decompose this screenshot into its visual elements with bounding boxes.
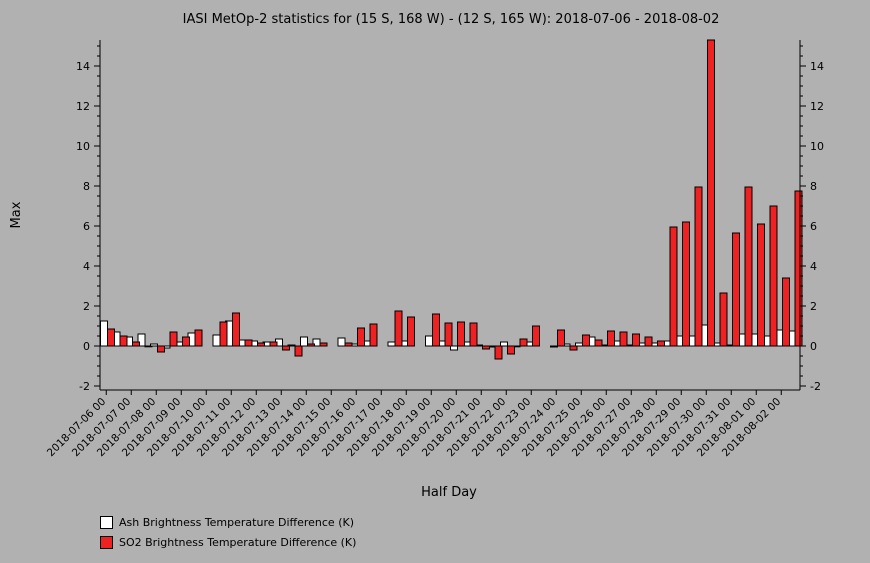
so2-bar	[669, 226, 678, 347]
legend-swatch-so2	[100, 535, 113, 549]
y-tick-label-right: 12	[810, 100, 824, 113]
so2-bar	[119, 335, 128, 347]
so2-bar	[457, 321, 465, 347]
so2-bar	[219, 321, 228, 347]
so2-bar	[757, 223, 765, 347]
ash-bar	[550, 345, 558, 348]
y-tick-label-left: 14	[76, 60, 90, 73]
so2-bar	[619, 331, 628, 347]
so2-bar	[794, 190, 803, 347]
so2-bar	[507, 345, 515, 355]
y-tick-label-right: 14	[810, 60, 824, 73]
legend-item-ash: Ash Brightness Temperature Difference (K…	[100, 512, 356, 532]
y-tick-label-left: 10	[76, 140, 90, 153]
so2-bar	[644, 336, 653, 347]
legend-label-ash: Ash Brightness Temperature Difference (K…	[119, 515, 354, 529]
so2-bar	[369, 323, 378, 347]
legend-item-so2: SO2 Brightness Temperature Difference (K…	[100, 532, 356, 552]
so2-bar	[144, 345, 153, 348]
so2-bar	[607, 330, 615, 347]
chart-title: IASI MetOp-2 statistics for (15 S, 168 W…	[183, 12, 720, 27]
so2-bar	[269, 341, 278, 347]
so2-bar	[182, 336, 190, 347]
so2-bar	[719, 292, 728, 347]
y-tick-label-left: 6	[83, 220, 90, 233]
so2-bar	[694, 186, 703, 347]
so2-bar	[294, 345, 303, 357]
y-tick-label-left: 0	[83, 340, 90, 353]
so2-bar	[657, 340, 665, 347]
so2-bar	[257, 342, 265, 347]
so2-bar	[594, 339, 603, 347]
so2-bar	[482, 345, 490, 350]
so2-bar	[319, 342, 328, 347]
so2-bar	[169, 331, 178, 347]
so2-bar	[494, 345, 503, 360]
so2-bar	[519, 338, 528, 347]
y-tick-label-right: 10	[810, 140, 824, 153]
so2-bar	[782, 277, 790, 347]
y-tick-label-left: -2	[79, 380, 90, 393]
so2-bar	[157, 345, 165, 353]
y-tick-label-left: 2	[83, 300, 90, 313]
ash-bar	[425, 335, 433, 347]
so2-bar	[394, 310, 403, 347]
so2-bar	[732, 232, 740, 347]
so2-bar	[107, 328, 115, 347]
ash-bar	[450, 345, 458, 351]
y-axis-label: Max	[9, 201, 24, 228]
so2-bar	[569, 345, 578, 351]
so2-bar	[444, 322, 453, 347]
ash-bar	[387, 341, 396, 347]
legend-swatch-ash	[100, 515, 113, 529]
y-tick-label-right: -2	[810, 380, 821, 393]
so2-bar	[344, 342, 353, 347]
so2-bar	[557, 329, 565, 347]
so2-bar	[232, 312, 240, 347]
y-tick-label-right: 8	[810, 180, 817, 193]
so2-bar	[132, 341, 140, 347]
so2-bar	[682, 221, 690, 347]
ash-bar	[500, 341, 508, 347]
so2-bar	[307, 343, 315, 347]
so2-bar	[357, 327, 365, 347]
so2-bar	[769, 205, 778, 347]
y-tick-label-left: 4	[83, 260, 90, 273]
ash-bar	[100, 320, 108, 347]
x-axis-label: Half Day	[421, 485, 477, 500]
ash-bar	[137, 333, 146, 347]
so2-bar	[532, 325, 540, 347]
y-tick-label-right: 6	[810, 220, 817, 233]
so2-bar	[244, 339, 253, 347]
y-tick-label-left: 12	[76, 100, 90, 113]
legend: Ash Brightness Temperature Difference (K…	[100, 512, 356, 552]
so2-bar	[632, 333, 640, 347]
so2-bar	[707, 39, 715, 347]
so2-bar	[469, 322, 478, 347]
so2-bar	[282, 345, 290, 351]
so2-bar	[582, 334, 590, 347]
ash-bar	[300, 336, 308, 347]
ash-bar	[212, 334, 221, 347]
y-tick-label-right: 2	[810, 300, 817, 313]
so2-bar	[744, 186, 753, 347]
y-tick-label-left: 8	[83, 180, 90, 193]
ash-bar	[337, 337, 346, 347]
so2-bar	[194, 329, 203, 347]
ash-bar	[150, 343, 158, 347]
so2-bar	[432, 313, 440, 347]
y-tick-label-right: 4	[810, 260, 817, 273]
so2-bar	[407, 316, 415, 347]
legend-label-so2: SO2 Brightness Temperature Difference (K…	[119, 535, 357, 549]
y-tick-label-right: 0	[810, 340, 817, 353]
